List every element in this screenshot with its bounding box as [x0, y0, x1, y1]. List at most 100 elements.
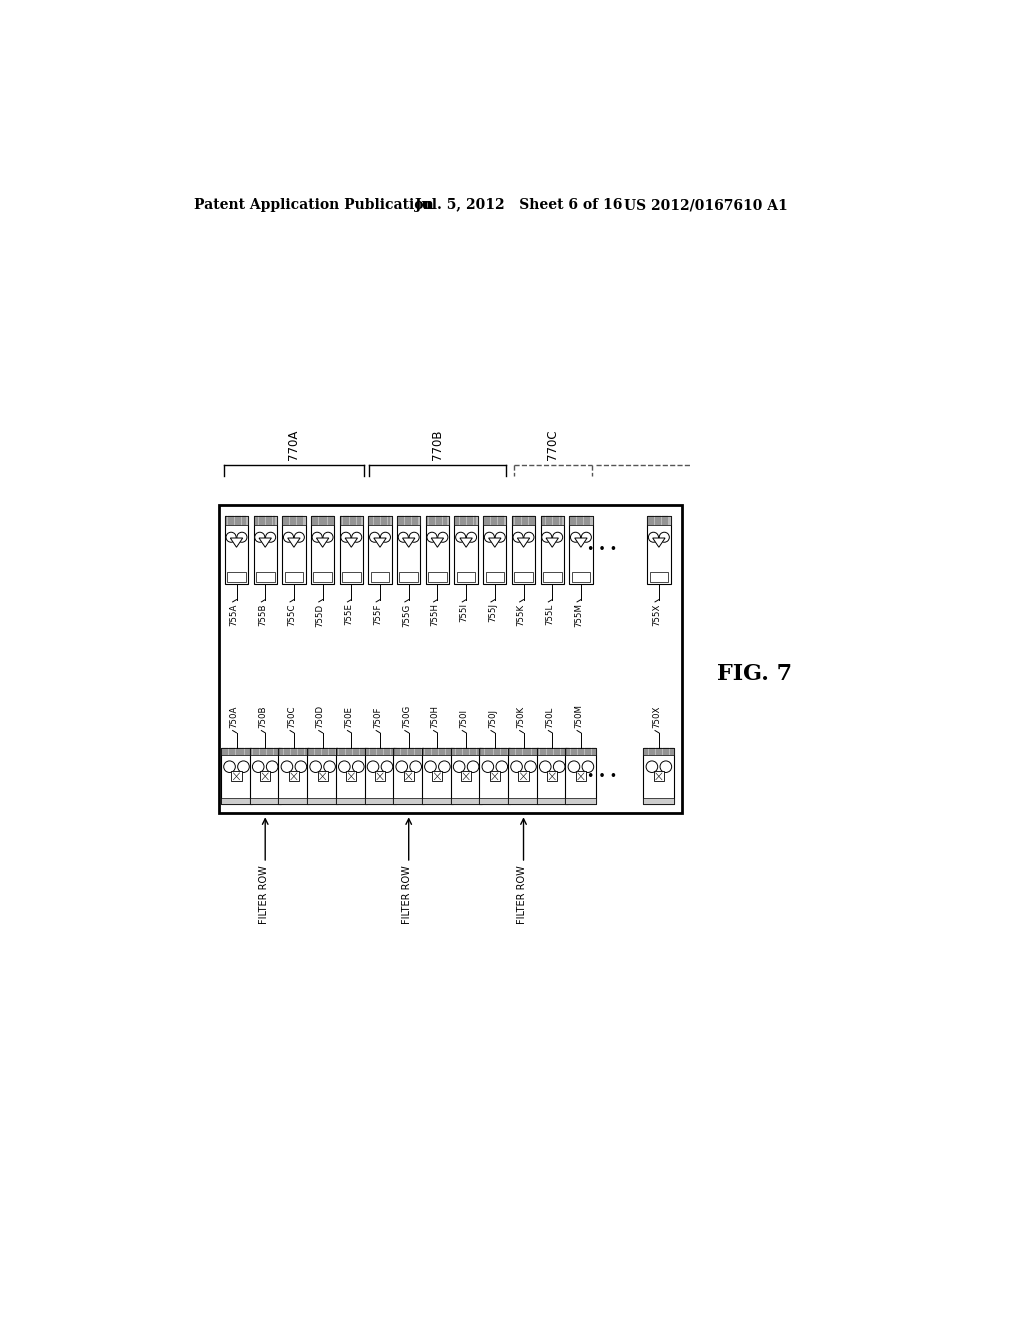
- Polygon shape: [431, 539, 443, 548]
- Bar: [221, 748, 252, 804]
- Text: 750X: 750X: [652, 706, 662, 729]
- Bar: [575, 771, 586, 781]
- Circle shape: [368, 760, 379, 772]
- Bar: [225, 516, 248, 585]
- Bar: [250, 748, 281, 755]
- Bar: [365, 797, 395, 804]
- Bar: [279, 797, 309, 804]
- Bar: [346, 771, 356, 781]
- Text: 750H: 750H: [430, 705, 439, 729]
- Bar: [336, 797, 367, 804]
- Bar: [451, 748, 481, 755]
- Text: 755C: 755C: [287, 603, 296, 626]
- Bar: [647, 516, 671, 525]
- Bar: [221, 797, 252, 804]
- Circle shape: [568, 760, 580, 772]
- Circle shape: [540, 760, 551, 772]
- Circle shape: [553, 532, 562, 543]
- Circle shape: [226, 532, 237, 543]
- Bar: [508, 748, 539, 755]
- Circle shape: [456, 532, 466, 543]
- Text: 750A: 750A: [229, 706, 239, 729]
- Circle shape: [496, 760, 508, 772]
- Circle shape: [252, 760, 264, 772]
- Bar: [485, 572, 504, 582]
- Bar: [537, 748, 567, 755]
- Bar: [483, 516, 507, 525]
- Circle shape: [542, 532, 552, 543]
- Polygon shape: [259, 539, 271, 548]
- Circle shape: [237, 532, 247, 543]
- Text: 750L: 750L: [546, 708, 554, 729]
- Circle shape: [524, 760, 537, 772]
- Bar: [365, 748, 395, 755]
- Polygon shape: [345, 539, 357, 548]
- Bar: [225, 516, 248, 525]
- Bar: [451, 797, 481, 804]
- Text: 755D: 755D: [315, 603, 325, 627]
- Circle shape: [410, 760, 422, 772]
- Bar: [283, 516, 305, 525]
- Circle shape: [284, 532, 294, 543]
- Bar: [518, 771, 528, 781]
- Bar: [461, 771, 471, 781]
- Bar: [311, 516, 334, 525]
- Circle shape: [370, 532, 380, 543]
- Circle shape: [648, 532, 658, 543]
- Bar: [393, 748, 424, 804]
- Bar: [254, 516, 276, 525]
- Bar: [399, 572, 418, 582]
- Bar: [541, 516, 564, 525]
- Circle shape: [427, 532, 437, 543]
- Text: FILTER ROW: FILTER ROW: [259, 866, 268, 924]
- Circle shape: [438, 760, 451, 772]
- Bar: [307, 748, 338, 755]
- Text: FILTER ROW: FILTER ROW: [517, 866, 527, 924]
- Text: 750E: 750E: [344, 706, 353, 729]
- Bar: [508, 748, 539, 804]
- Bar: [422, 748, 453, 755]
- Text: 750C: 750C: [287, 706, 296, 729]
- Bar: [393, 748, 424, 755]
- Bar: [547, 771, 557, 781]
- Bar: [283, 516, 305, 585]
- Bar: [250, 797, 281, 804]
- Circle shape: [282, 760, 293, 772]
- Bar: [285, 572, 303, 582]
- Circle shape: [352, 760, 365, 772]
- Bar: [260, 771, 270, 781]
- Bar: [426, 516, 450, 585]
- Bar: [254, 516, 276, 585]
- Polygon shape: [460, 539, 472, 548]
- Text: 755K: 755K: [517, 603, 525, 626]
- Bar: [451, 748, 481, 804]
- Bar: [565, 748, 596, 755]
- Circle shape: [396, 760, 408, 772]
- Circle shape: [454, 760, 465, 772]
- Bar: [336, 748, 367, 804]
- Bar: [479, 748, 510, 755]
- Circle shape: [482, 760, 494, 772]
- Text: 750F: 750F: [373, 706, 382, 729]
- Circle shape: [660, 760, 672, 772]
- Bar: [569, 516, 593, 585]
- Bar: [307, 748, 338, 804]
- Bar: [219, 506, 682, 813]
- Text: 750K: 750K: [517, 706, 525, 729]
- Bar: [649, 572, 669, 582]
- Bar: [565, 797, 596, 804]
- Circle shape: [467, 760, 479, 772]
- Text: 755G: 755G: [401, 603, 411, 627]
- Polygon shape: [288, 539, 300, 548]
- Circle shape: [380, 532, 390, 543]
- Bar: [654, 771, 664, 781]
- Text: 755F: 755F: [373, 603, 382, 624]
- Text: 770B: 770B: [431, 430, 444, 461]
- Bar: [432, 771, 442, 781]
- Circle shape: [295, 760, 307, 772]
- Bar: [571, 572, 590, 582]
- Polygon shape: [316, 539, 329, 548]
- Circle shape: [255, 532, 265, 543]
- Bar: [311, 516, 334, 585]
- Circle shape: [312, 532, 323, 543]
